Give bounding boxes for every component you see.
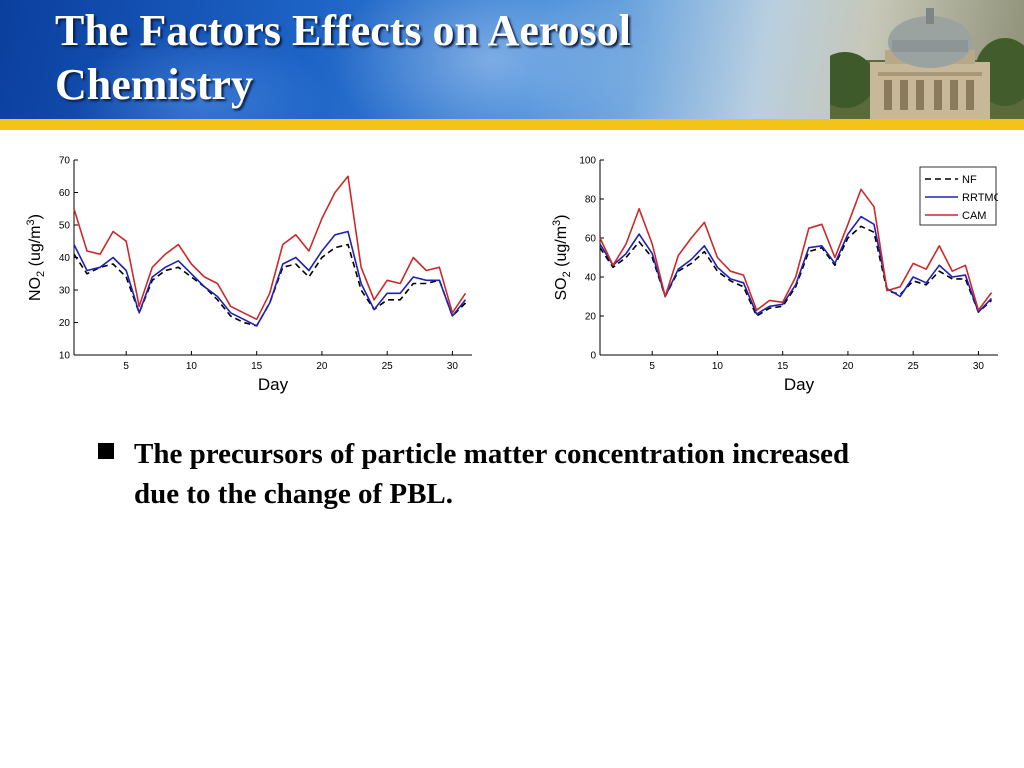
slide-title-line1: The Factors Effects on Aerosol [55, 6, 631, 55]
y-tick-label: 60 [59, 188, 71, 199]
x-tick-label: 5 [649, 361, 655, 372]
y-axis-label: NO2 (ug/m3) [25, 214, 47, 301]
square-bullet-icon [98, 443, 114, 459]
x-axis-label: Day [784, 375, 815, 394]
series-line-cam [73, 175, 467, 321]
x-tick-label: 15 [251, 361, 263, 372]
slide-title: The Factors Effects on Aerosol Chemistry [55, 4, 631, 112]
x-tick-label: 20 [316, 361, 328, 372]
x-tick-label: 20 [842, 361, 854, 372]
legend-label: RRTMG [962, 192, 998, 204]
x-tick-label: 10 [712, 361, 724, 372]
x-tick-label: 25 [382, 361, 394, 372]
y-tick-label: 40 [585, 273, 597, 284]
x-tick-label: 30 [447, 361, 459, 372]
series-line-rrtmg [599, 215, 993, 315]
x-tick-label: 10 [186, 361, 198, 372]
no2-chart: 10 20 30 40 50 60 70 5 10 15 20 25 30 Day NO2 (ug/m3) [22, 145, 472, 405]
x-axis-label: Day [258, 375, 289, 394]
y-tick-label: 20 [585, 312, 597, 323]
y-tick-label: 30 [59, 286, 71, 297]
x-tick-label: 15 [777, 361, 789, 372]
no2-chart-svg: 10 20 30 40 50 60 70 5 10 15 20 25 30 Day NO2 (ug/m3) [25, 156, 472, 394]
series-line-cam [599, 188, 993, 311]
x-tick-label: 30 [973, 361, 985, 372]
series-line-nf [73, 243, 467, 327]
gold-divider-bar [0, 119, 1024, 130]
y-tick-label: 40 [59, 253, 71, 264]
y-tick-label: 70 [59, 156, 71, 167]
series-line-rrtmg [73, 230, 467, 327]
y-tick-label: 0 [590, 351, 596, 362]
y-tick-label: 100 [579, 156, 596, 167]
x-tick-label: 5 [123, 361, 129, 372]
so2-chart-svg: 0 20 40 60 80 100 5 10 15 20 25 30 Day SO2 (ug/m3) NF R… [551, 156, 998, 394]
y-tick-label: 20 [59, 318, 71, 329]
bullet-text: The precursors of particle matter concen… [134, 438, 850, 510]
title-banner: The Factors Effects on Aerosol Chemistry [0, 0, 1024, 119]
so2-chart: 0 20 40 60 80 100 5 10 15 20 25 30 Day SO2 (ug/m3) NF R… [548, 145, 998, 405]
y-axis-label: SO2 (ug/m3) [551, 214, 573, 300]
legend-label: CAM [962, 210, 986, 222]
campus-building-image [830, 8, 1024, 119]
y-tick-label: 10 [59, 351, 71, 362]
y-tick-label: 80 [585, 195, 597, 206]
banner-glow [330, 0, 650, 119]
slide-title-line2: Chemistry [55, 60, 253, 109]
y-tick-label: 60 [585, 234, 597, 245]
x-tick-label: 25 [908, 361, 920, 372]
legend-label: NF [962, 174, 977, 186]
y-tick-label: 50 [59, 221, 71, 232]
